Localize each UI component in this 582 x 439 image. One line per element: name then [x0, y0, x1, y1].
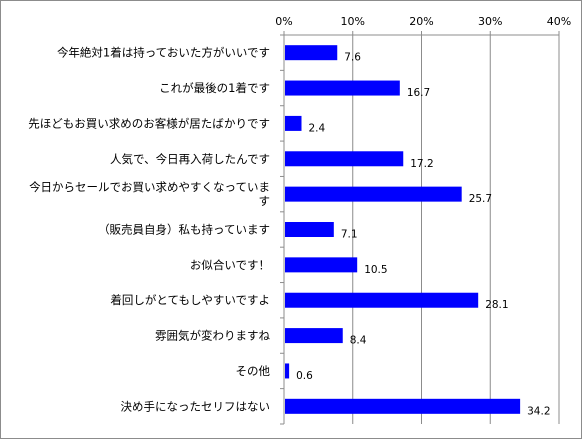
bar: [285, 115, 302, 131]
bar: [285, 328, 343, 344]
value-axis: 0% 10% 20% 30% 40%: [275, 15, 571, 425]
bar: [285, 45, 338, 61]
bar: [285, 398, 521, 414]
bar: [285, 80, 400, 96]
data-label: 34.2: [527, 405, 550, 417]
data-label: 8.4: [350, 335, 367, 347]
data-label: 16.7: [407, 87, 430, 99]
category-label: お似合いです！: [190, 258, 270, 272]
gridlines: [352, 35, 560, 424]
data-label: 2.4: [309, 122, 326, 134]
tick-label: 40%: [547, 15, 571, 28]
bar: [285, 222, 334, 237]
category-label: 先ほどもお買い求めのお客様が居たばかりです: [28, 116, 270, 130]
category-label: 人気で、今日再入荷したんです: [110, 152, 270, 166]
data-labels: 7.6 16.7 2.4 17.2 25.7 7.1 10.5 28.1 8.4 0.6 34.2: [296, 52, 550, 418]
tick-label: 10%: [341, 15, 365, 28]
data-label: 7.1: [341, 229, 358, 241]
tick-label: 20%: [409, 15, 433, 28]
bar: [285, 292, 479, 308]
category-label: これが最後の1着です: [159, 81, 270, 95]
bar: [285, 151, 404, 167]
category-label: 今日からセールでお買い求めやすくなっていま: [29, 180, 270, 194]
data-label: 28.1: [485, 299, 508, 311]
category-label: す: [259, 194, 271, 208]
category-label: 雰囲気が変わりますね: [155, 329, 270, 343]
data-label: 25.7: [469, 193, 492, 205]
bar: [285, 186, 462, 202]
category-label: 今年絶対1着は持っておいた方がいいです: [57, 46, 270, 60]
bars: [285, 45, 521, 414]
data-label: 7.6: [344, 52, 361, 64]
category-labels: 今年絶対1着は持っておいた方がいいですこれが最後の1着です先ほどもお買い求めのお…: [28, 46, 270, 414]
tick-label: 30%: [478, 15, 502, 28]
data-label: 17.2: [410, 158, 433, 170]
category-label: （販売員自身）私も持っています: [98, 223, 270, 237]
data-label: 0.6: [296, 370, 313, 382]
category-label: 決め手になったセリフはない: [121, 399, 271, 413]
data-label: 10.5: [364, 264, 387, 276]
category-label: 着回しがとてもしやすいですよ: [110, 293, 270, 307]
tick-label: 0%: [275, 15, 292, 28]
bar: [285, 257, 358, 273]
category-label: その他: [236, 364, 271, 378]
bar: [285, 363, 290, 379]
